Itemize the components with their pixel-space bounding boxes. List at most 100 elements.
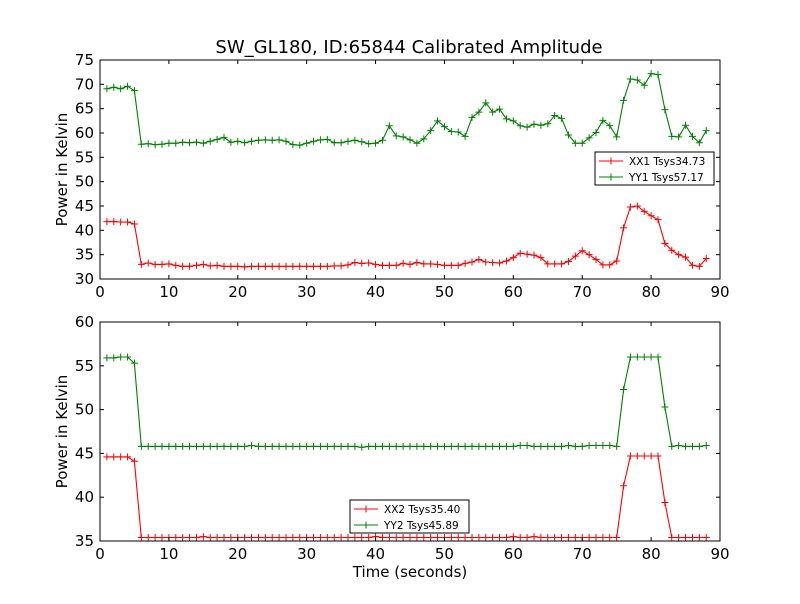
data-point	[241, 442, 249, 450]
data-point	[599, 442, 607, 450]
data-point	[489, 533, 497, 541]
data-point	[254, 136, 262, 144]
data-point	[165, 260, 173, 268]
data-point	[427, 127, 435, 135]
legend-entry: XX1 Tsys34.73	[599, 156, 705, 168]
plot-frame	[99, 59, 721, 280]
data-point	[399, 259, 407, 267]
data-point	[137, 260, 145, 268]
data-point	[551, 442, 559, 450]
data-point	[117, 353, 125, 361]
data-point	[399, 133, 407, 141]
data-point	[248, 262, 256, 270]
data-point	[668, 442, 676, 450]
data-point	[186, 139, 194, 147]
data-point	[702, 127, 710, 135]
data-point	[399, 533, 407, 541]
y-tick-label: 60	[75, 124, 94, 142]
data-point	[523, 533, 531, 541]
data-point	[254, 533, 262, 541]
data-point	[103, 85, 111, 93]
data-point	[675, 133, 683, 141]
data-point	[440, 261, 448, 269]
data-point	[296, 262, 304, 270]
data-point	[606, 533, 614, 541]
y-tick-label: 55	[75, 357, 94, 375]
data-point	[296, 533, 304, 541]
data-point	[192, 442, 200, 450]
data-point	[647, 212, 655, 220]
data-point	[378, 442, 386, 450]
data-point	[592, 533, 600, 541]
plot-frame	[99, 321, 721, 542]
data-point	[337, 442, 345, 450]
legend-marker	[607, 173, 615, 181]
data-point	[592, 129, 600, 137]
data-point	[523, 250, 531, 258]
data-point	[675, 251, 683, 259]
data-point	[654, 71, 662, 79]
data-point	[289, 262, 297, 270]
y-tick-label: 30	[75, 270, 94, 288]
data-point	[661, 106, 669, 114]
data-point	[186, 442, 194, 450]
data-point	[310, 533, 318, 541]
data-point	[702, 442, 710, 450]
data-point	[434, 533, 442, 541]
data-point	[172, 533, 180, 541]
data-point	[227, 442, 235, 450]
data-point	[268, 262, 276, 270]
data-point	[282, 442, 290, 450]
data-point	[695, 442, 703, 450]
data-point	[647, 353, 655, 361]
data-point	[137, 140, 145, 148]
data-point	[620, 224, 628, 232]
data-point	[682, 253, 690, 261]
data-point	[544, 260, 552, 268]
data-point	[427, 533, 435, 541]
data-point	[571, 533, 579, 541]
data-point	[468, 442, 476, 450]
data-point	[110, 218, 118, 226]
data-point	[688, 261, 696, 269]
data-point	[103, 354, 111, 362]
data-point	[654, 216, 662, 224]
data-point	[413, 139, 421, 147]
data-point	[675, 442, 683, 450]
data-point	[482, 258, 490, 266]
data-point	[502, 442, 510, 450]
data-point	[640, 207, 648, 215]
data-point	[427, 442, 435, 450]
data-point	[130, 87, 138, 95]
data-point	[110, 453, 118, 461]
data-point	[337, 262, 345, 270]
data-point	[578, 442, 586, 450]
y-tick-label: 35	[75, 532, 94, 550]
data-point	[316, 442, 324, 450]
data-point	[344, 261, 352, 269]
data-point	[144, 259, 152, 267]
data-point	[509, 117, 517, 125]
data-point	[620, 385, 628, 393]
x-tick-label: 60	[504, 545, 523, 563]
data-point	[668, 533, 676, 541]
data-point	[530, 442, 538, 450]
data-point	[234, 262, 242, 270]
data-point	[351, 442, 359, 450]
data-point	[275, 136, 283, 144]
x-tick-label: 50	[435, 545, 454, 563]
data-point	[406, 136, 414, 144]
data-point	[434, 442, 442, 450]
data-point	[289, 442, 297, 450]
data-point	[192, 138, 200, 146]
data-point	[358, 138, 366, 146]
data-point	[234, 137, 242, 145]
data-point	[378, 533, 386, 541]
data-point	[130, 457, 138, 465]
data-point	[530, 120, 538, 128]
legend-entry: YY2 Tsys45.89	[354, 520, 459, 532]
data-point	[385, 442, 393, 450]
data-point	[303, 262, 311, 270]
x-tick-label: 0	[95, 545, 105, 563]
